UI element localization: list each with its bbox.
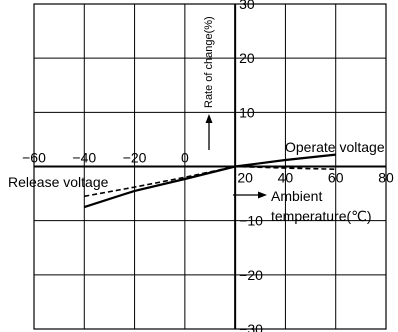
y-tick-label: 20 xyxy=(239,50,255,66)
x-tick-label: 60 xyxy=(328,170,344,186)
y-tick-label: −10 xyxy=(239,213,263,229)
labels: Operate voltage Release voltage Ambient … xyxy=(8,16,385,224)
x-axis-label-line1: Ambient xyxy=(271,188,322,204)
operate-voltage-label: Operate voltage xyxy=(285,139,385,155)
release-voltage-line xyxy=(84,165,336,198)
x-tick-label: 80 xyxy=(378,170,394,186)
x-tick-label: 0 xyxy=(181,150,189,166)
y-tick-label: −30 xyxy=(239,321,263,332)
x-axis-label-line2: temperature(℃) xyxy=(271,208,372,224)
x-tick-label: 40 xyxy=(278,170,294,186)
x-tick-label: 20 xyxy=(237,170,253,186)
x-axis-arrow-head xyxy=(258,191,267,199)
tick-labels: −60 −40 −20 0 20 40 60 80 30 20 10 −10 −20 −30 xyxy=(22,0,394,332)
series-lines xyxy=(83,153,336,209)
y-tick-label: 10 xyxy=(239,104,255,120)
x-tick-label: −40 xyxy=(72,150,96,166)
y-tick-label: −20 xyxy=(239,267,263,283)
release-voltage-label: Release voltage xyxy=(8,174,109,190)
x-tick-label: −60 xyxy=(22,150,46,166)
operate-voltage-line xyxy=(83,153,336,209)
x-tick-label: −20 xyxy=(123,150,147,166)
y-axis-arrow-head xyxy=(205,114,213,123)
y-tick-label: 30 xyxy=(239,0,255,12)
y-axis-label: Rate of change(%) xyxy=(203,16,215,108)
